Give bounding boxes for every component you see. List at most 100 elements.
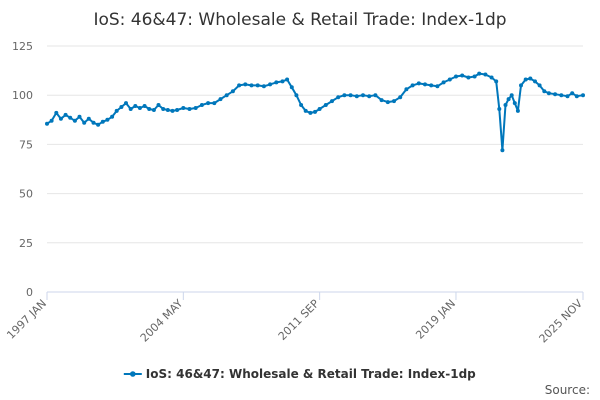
data-point-0-22[interactable] xyxy=(147,107,152,111)
data-point-0-2[interactable] xyxy=(54,110,59,115)
data-point-0-26[interactable] xyxy=(165,108,170,112)
data-point-0-16[interactable] xyxy=(119,105,124,109)
data-point-0-39[interactable] xyxy=(243,82,248,87)
data-point-0-97[interactable] xyxy=(553,92,558,97)
data-point-0-84[interactable] xyxy=(500,148,505,153)
data-point-0-78[interactable] xyxy=(472,74,477,79)
data-point-0-64[interactable] xyxy=(385,100,390,105)
data-point-0-17[interactable] xyxy=(124,101,128,106)
data-point-0-81[interactable] xyxy=(489,75,494,80)
data-point-0-72[interactable] xyxy=(435,84,440,89)
data-point-0-1[interactable] xyxy=(49,118,54,123)
data-point-0-0[interactable] xyxy=(45,121,49,126)
data-point-0-61[interactable] xyxy=(367,94,372,99)
data-point-0-36[interactable] xyxy=(224,93,229,98)
data-point-0-101[interactable] xyxy=(574,94,579,99)
data-point-0-54[interactable] xyxy=(323,103,328,107)
data-point-0-82[interactable] xyxy=(494,79,499,84)
data-point-0-87[interactable] xyxy=(509,93,514,98)
data-point-0-28[interactable] xyxy=(175,108,180,112)
data-point-0-66[interactable] xyxy=(398,95,403,100)
data-point-0-44[interactable] xyxy=(274,80,279,85)
data-point-0-10[interactable] xyxy=(91,120,96,125)
data-point-0-79[interactable] xyxy=(477,71,482,76)
data-point-0-68[interactable] xyxy=(410,83,415,88)
data-point-0-45[interactable] xyxy=(280,79,285,84)
data-point-0-40[interactable] xyxy=(249,83,254,88)
data-point-0-6[interactable] xyxy=(72,118,77,123)
data-point-0-63[interactable] xyxy=(379,98,384,103)
data-point-0-3[interactable] xyxy=(58,116,63,121)
data-point-0-74[interactable] xyxy=(447,77,452,82)
data-point-0-56[interactable] xyxy=(336,95,341,100)
data-point-0-52[interactable] xyxy=(313,109,317,114)
data-point-0-35[interactable] xyxy=(218,97,223,102)
data-point-0-9[interactable] xyxy=(86,116,91,121)
data-point-0-94[interactable] xyxy=(537,83,542,88)
data-point-0-53[interactable] xyxy=(317,107,322,111)
data-point-0-30[interactable] xyxy=(187,107,192,111)
data-point-0-60[interactable] xyxy=(361,93,365,98)
data-point-0-25[interactable] xyxy=(161,107,166,111)
data-point-0-80[interactable] xyxy=(483,72,488,77)
data-point-0-50[interactable] xyxy=(303,108,308,113)
data-point-0-15[interactable] xyxy=(114,108,119,113)
data-point-0-88[interactable] xyxy=(512,101,517,106)
data-point-0-69[interactable] xyxy=(416,81,421,86)
data-point-0-11[interactable] xyxy=(96,122,101,127)
data-point-0-51[interactable] xyxy=(308,110,313,115)
data-point-0-48[interactable] xyxy=(294,93,299,98)
data-point-0-18[interactable] xyxy=(128,107,133,111)
data-point-0-5[interactable] xyxy=(68,115,73,120)
data-point-0-33[interactable] xyxy=(206,101,211,106)
data-point-0-47[interactable] xyxy=(289,85,294,90)
data-point-0-91[interactable] xyxy=(523,77,528,82)
data-point-0-13[interactable] xyxy=(105,117,110,122)
data-point-0-89[interactable] xyxy=(515,108,520,113)
data-point-0-38[interactable] xyxy=(237,83,242,88)
data-point-0-23[interactable] xyxy=(151,108,156,112)
data-point-0-90[interactable] xyxy=(519,83,523,88)
data-point-0-86[interactable] xyxy=(506,97,511,102)
data-point-0-93[interactable] xyxy=(533,79,537,84)
data-point-0-55[interactable] xyxy=(330,99,334,104)
legend[interactable]: IoS: 46&47: Wholesale & Retail Trade: In… xyxy=(123,367,476,381)
data-point-0-71[interactable] xyxy=(429,83,434,88)
data-point-0-98[interactable] xyxy=(559,93,564,98)
data-point-0-49[interactable] xyxy=(299,103,304,107)
data-point-0-4[interactable] xyxy=(63,112,68,117)
data-point-0-96[interactable] xyxy=(546,91,551,96)
data-point-0-95[interactable] xyxy=(542,89,547,94)
data-point-0-29[interactable] xyxy=(181,106,186,110)
data-point-0-70[interactable] xyxy=(423,82,427,87)
data-point-0-83[interactable] xyxy=(497,107,502,111)
data-point-0-7[interactable] xyxy=(77,114,82,119)
data-point-0-41[interactable] xyxy=(255,83,260,88)
data-point-0-32[interactable] xyxy=(199,103,204,107)
data-point-0-75[interactable] xyxy=(454,74,458,79)
data-point-0-27[interactable] xyxy=(170,108,175,113)
data-point-0-62[interactable] xyxy=(373,93,378,98)
data-point-0-14[interactable] xyxy=(110,114,115,119)
data-point-0-42[interactable] xyxy=(261,84,266,89)
data-point-0-43[interactable] xyxy=(268,82,273,87)
data-point-0-8[interactable] xyxy=(82,120,87,125)
data-point-0-59[interactable] xyxy=(354,94,359,99)
data-point-0-65[interactable] xyxy=(392,99,396,104)
data-point-0-20[interactable] xyxy=(137,106,142,110)
data-point-0-37[interactable] xyxy=(230,89,235,94)
data-point-0-24[interactable] xyxy=(156,103,161,107)
data-point-0-77[interactable] xyxy=(466,75,471,80)
data-point-0-21[interactable] xyxy=(142,104,147,108)
data-point-0-76[interactable] xyxy=(460,73,465,78)
data-point-0-31[interactable] xyxy=(193,106,198,110)
data-point-0-19[interactable] xyxy=(133,104,138,108)
data-point-0-34[interactable] xyxy=(212,101,217,106)
data-point-0-12[interactable] xyxy=(100,119,105,124)
data-point-0-57[interactable] xyxy=(342,93,347,98)
data-point-0-58[interactable] xyxy=(348,93,353,98)
data-point-0-99[interactable] xyxy=(565,94,570,99)
data-point-0-100[interactable] xyxy=(570,91,575,96)
data-point-0-73[interactable] xyxy=(441,80,446,85)
data-point-0-92[interactable] xyxy=(528,76,533,81)
